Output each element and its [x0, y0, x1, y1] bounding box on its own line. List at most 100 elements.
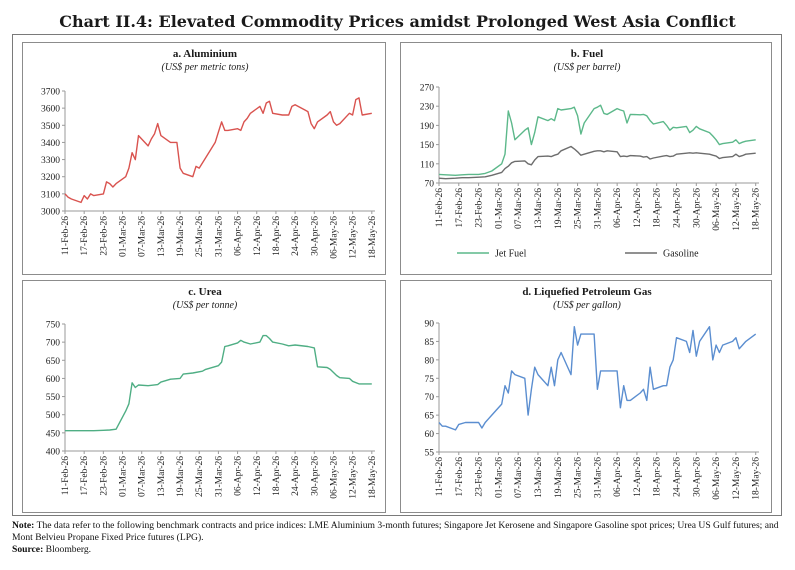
- panel-title-aluminium: a. Aluminium: [173, 48, 237, 60]
- panel-aluminium: a. Aluminium (US$ per metric tons) 3000 310…: [22, 42, 386, 275]
- panel-title-urea: c. Urea: [188, 286, 222, 298]
- x-tick-label: 06-May-26: [712, 188, 722, 231]
- x-tick-label: 11-Feb-26: [61, 456, 71, 495]
- x-tick-label: 01-Mar-26: [119, 216, 129, 257]
- note-label: Note:: [12, 520, 35, 531]
- panel-fuel: b. Fuel (US$ per barrel) 70 110 150 190 230 270…: [400, 42, 772, 275]
- y-tick-label: 500: [46, 411, 61, 421]
- source-text: Bloomberg.: [45, 544, 92, 555]
- x-tick-label: 06-Apr-26: [613, 457, 623, 497]
- x-tick-label: 18-May-26: [752, 457, 762, 500]
- x-tick-label: 12-May-26: [732, 457, 742, 500]
- y-tick-label: 3200: [41, 173, 60, 183]
- y-tick-label: 3500: [41, 122, 60, 132]
- x-tick-label: 18-Apr-26: [272, 216, 282, 256]
- panel-title-fuel: b. Fuel: [571, 48, 603, 60]
- chart-note: Note: The data refer to the following be…: [12, 520, 782, 556]
- y-tick-label: 700: [46, 339, 61, 349]
- y-tick-label: 65: [425, 412, 435, 422]
- x-tick-label: 12-May-26: [349, 216, 359, 259]
- x-tick-label: 06-May-26: [712, 457, 722, 500]
- y-tick-label: 400: [46, 448, 61, 458]
- x-tick-label: 31-Mar-26: [593, 457, 603, 498]
- x-tick-label: 18-Apr-26: [653, 457, 663, 497]
- y-tick-label: 190: [420, 122, 435, 132]
- x-tick-label: 31-Mar-26: [593, 188, 603, 229]
- y-tick-label: 3600: [41, 105, 60, 115]
- note-line: Note: The data refer to the following be…: [12, 520, 782, 544]
- chart-frame: [12, 34, 782, 516]
- y-tick-label: 70: [425, 393, 435, 403]
- x-tick-label: 23-Feb-26: [475, 457, 485, 497]
- x-tick-label: 23-Feb-26: [475, 188, 485, 228]
- source-label: Source:: [12, 544, 44, 555]
- x-tick-label: 17-Feb-26: [455, 188, 465, 228]
- series-line-jet-fuel: [438, 104, 756, 177]
- x-tick-label: 25-Mar-26: [574, 188, 584, 229]
- x-tick-label: 18-May-26: [368, 456, 378, 499]
- y-tick-label: 550: [46, 393, 61, 403]
- x-tick-label: 07-Mar-26: [138, 456, 148, 497]
- x-tick-label: 13-Mar-26: [534, 457, 544, 498]
- y-tick-label: 85: [425, 338, 435, 348]
- x-tick-label: 30-Apr-26: [692, 457, 702, 497]
- main-title: Chart II.4: Elevated Commodity Prices am…: [59, 12, 736, 31]
- y-tick-label: 3400: [41, 139, 60, 149]
- x-tick-label: 12-Apr-26: [253, 456, 263, 496]
- x-tick-label: 17-Feb-26: [80, 216, 90, 256]
- y-tick-label: 650: [46, 357, 61, 367]
- panel-title-lpg: d. Liquefied Petroleum Gas: [522, 286, 652, 298]
- x-tick-label: 12-Apr-26: [633, 188, 643, 228]
- x-tick-label: 18-May-26: [368, 216, 378, 259]
- y-tick-label: 3300: [41, 156, 60, 166]
- x-tick-label: 24-Apr-26: [673, 457, 683, 497]
- x-tick-label: 06-May-26: [329, 456, 339, 499]
- x-tick-label: 30-Apr-26: [310, 456, 320, 496]
- y-tick-label: 3700: [41, 88, 60, 98]
- x-tick-label: 13-Mar-26: [534, 188, 544, 229]
- y-tick-label: 90: [425, 320, 435, 330]
- x-tick-label: 18-May-26: [752, 188, 762, 231]
- series-line-aluminium: [64, 97, 372, 204]
- y-tick-label: 60: [425, 430, 435, 440]
- x-tick-label: 12-Apr-26: [633, 457, 643, 497]
- chart-lpg: d. Liquefied Petroleum Gas (US$ per gallo…: [425, 286, 762, 500]
- y-tick-label: 3000: [41, 208, 60, 218]
- x-tick-label: 07-Mar-26: [514, 457, 524, 498]
- x-tick-label: 13-Mar-26: [157, 456, 167, 497]
- x-tick-label: 12-May-26: [732, 188, 742, 231]
- x-tick-label: 11-Feb-26: [435, 188, 445, 227]
- legend-label-gasoline: Gasoline: [663, 249, 699, 260]
- x-tick-label: 12-May-26: [349, 456, 359, 499]
- chart-aluminium: a. Aluminium (US$ per metric tons) 3000 310…: [41, 48, 378, 259]
- x-tick-label: 07-Mar-26: [514, 188, 524, 229]
- legend-label-jet-fuel: Jet Fuel: [495, 249, 527, 260]
- x-tick-label: 06-Apr-26: [234, 216, 244, 256]
- y-tick-label: 55: [425, 449, 435, 459]
- y-tick-label: 75: [425, 375, 435, 385]
- x-tick-label: 19-Mar-26: [176, 216, 186, 257]
- x-tick-label: 19-Mar-26: [554, 457, 564, 498]
- panel-urea: c. Urea (US$ per tonne) 400 450 500 550 600 650…: [22, 280, 386, 513]
- series-line-gasoline: [438, 145, 756, 180]
- x-tick-label: 24-Apr-26: [291, 456, 301, 496]
- y-tick-label: 3100: [41, 190, 60, 200]
- chart-fuel: b. Fuel (US$ per barrel) 70 110 150 190 230 270…: [420, 48, 762, 260]
- x-tick-label: 18-Apr-26: [653, 188, 663, 228]
- x-tick-label: 24-Apr-26: [291, 216, 301, 256]
- x-tick-label: 12-Apr-26: [253, 216, 263, 256]
- y-tick-label: 70: [425, 180, 435, 190]
- x-tick-label: 07-Mar-26: [138, 216, 148, 257]
- x-tick-label: 13-Mar-26: [157, 216, 167, 257]
- source-line: Source: Bloomberg.: [12, 544, 782, 556]
- x-tick-label: 23-Feb-26: [99, 216, 109, 256]
- series-line-urea: [65, 334, 372, 432]
- panel-lpg: d. Liquefied Petroleum Gas (US$ per gallo…: [400, 280, 772, 513]
- y-tick-label: 230: [420, 103, 435, 113]
- note-text: The data refer to the following benchmar…: [12, 520, 779, 543]
- x-tick-label: 19-Mar-26: [554, 188, 564, 229]
- x-tick-label: 06-May-26: [329, 216, 339, 259]
- x-tick-label: 06-Apr-26: [613, 188, 623, 228]
- x-tick-label: 17-Feb-26: [455, 457, 465, 497]
